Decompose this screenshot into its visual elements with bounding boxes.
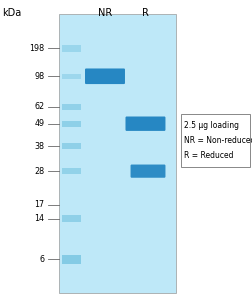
Bar: [62, 254, 81, 263]
FancyBboxPatch shape: [130, 164, 165, 178]
Bar: [62, 143, 81, 149]
Text: 98: 98: [34, 72, 44, 81]
FancyBboxPatch shape: [85, 68, 124, 84]
Text: R = Reduced: R = Reduced: [183, 151, 233, 160]
Bar: [62, 104, 81, 110]
Text: kDa: kDa: [3, 8, 22, 17]
Text: 6: 6: [39, 254, 44, 263]
FancyBboxPatch shape: [125, 116, 165, 131]
Text: 28: 28: [34, 167, 44, 176]
Bar: [62, 74, 81, 79]
Text: 198: 198: [29, 44, 44, 53]
Bar: [62, 215, 81, 222]
Bar: [62, 168, 81, 174]
Text: 17: 17: [34, 200, 44, 209]
Text: R: R: [141, 8, 148, 17]
Text: 62: 62: [34, 103, 44, 112]
Text: 38: 38: [34, 142, 44, 151]
Text: NR: NR: [98, 8, 112, 17]
Bar: [180, 114, 249, 166]
Text: 49: 49: [34, 119, 44, 128]
Text: 14: 14: [34, 214, 44, 223]
Text: 2.5 μg loading: 2.5 μg loading: [183, 121, 238, 130]
Text: NR = Non-reduced: NR = Non-reduced: [183, 136, 252, 145]
Bar: [62, 45, 81, 52]
Bar: [62, 121, 81, 127]
Bar: [59, 14, 175, 292]
